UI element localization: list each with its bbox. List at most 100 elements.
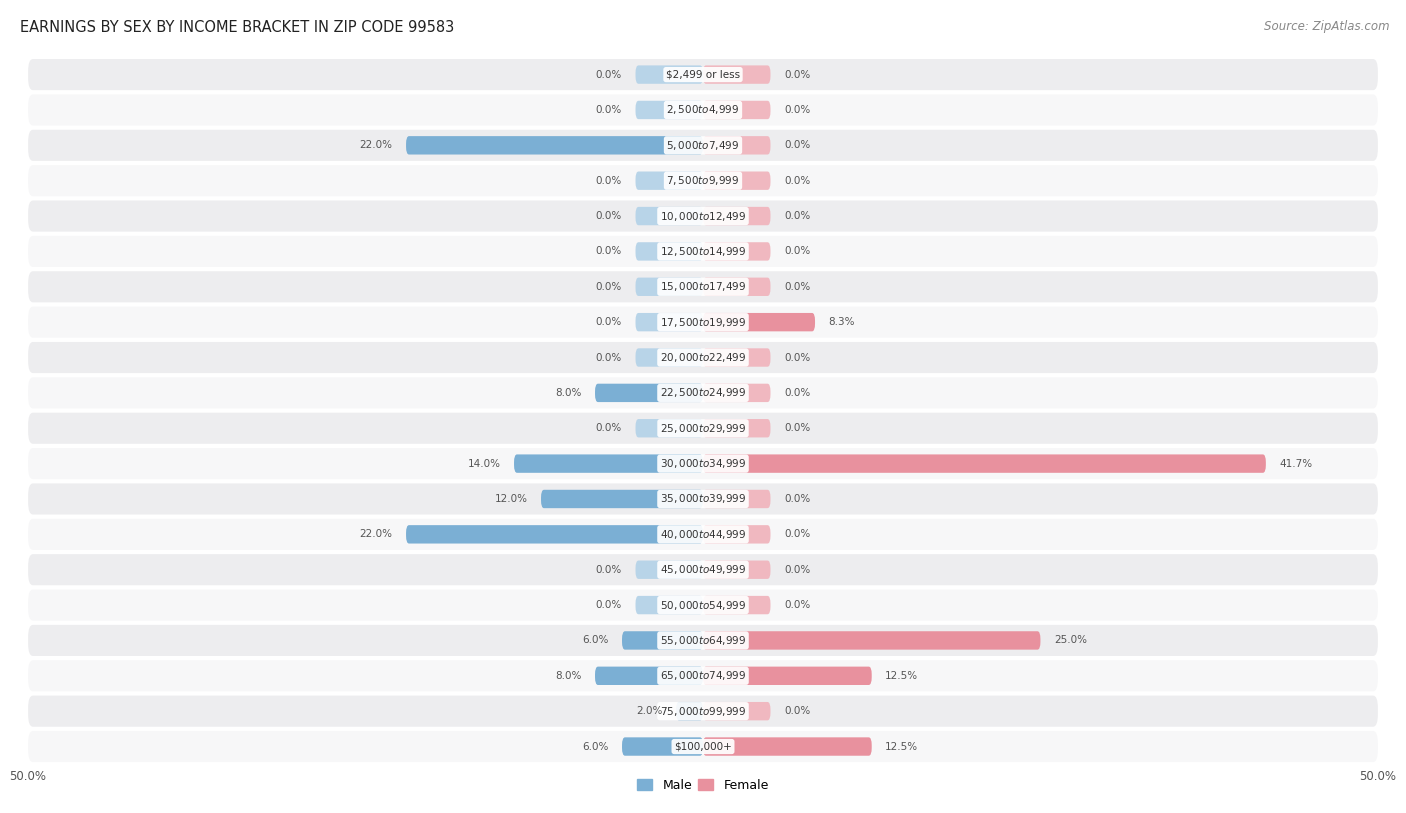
Text: 0.0%: 0.0% [785, 706, 810, 716]
Text: 8.3%: 8.3% [828, 317, 855, 327]
Text: 8.0%: 8.0% [555, 671, 582, 680]
FancyBboxPatch shape [28, 59, 1378, 90]
FancyBboxPatch shape [636, 313, 703, 332]
FancyBboxPatch shape [703, 65, 770, 84]
FancyBboxPatch shape [703, 348, 770, 367]
FancyBboxPatch shape [621, 737, 703, 756]
Text: $2,499 or less: $2,499 or less [666, 70, 740, 80]
Text: $45,000 to $49,999: $45,000 to $49,999 [659, 563, 747, 576]
FancyBboxPatch shape [703, 384, 770, 402]
FancyBboxPatch shape [28, 589, 1378, 620]
FancyBboxPatch shape [515, 454, 703, 473]
Text: $15,000 to $17,499: $15,000 to $17,499 [659, 280, 747, 293]
FancyBboxPatch shape [541, 489, 703, 508]
FancyBboxPatch shape [703, 207, 770, 225]
Text: Source: ZipAtlas.com: Source: ZipAtlas.com [1264, 20, 1389, 33]
FancyBboxPatch shape [28, 413, 1378, 444]
Text: $35,000 to $39,999: $35,000 to $39,999 [659, 493, 747, 506]
Text: 0.0%: 0.0% [596, 600, 621, 610]
Text: 25.0%: 25.0% [1054, 636, 1087, 646]
Text: 0.0%: 0.0% [785, 246, 810, 256]
Text: 0.0%: 0.0% [596, 246, 621, 256]
FancyBboxPatch shape [28, 660, 1378, 691]
FancyBboxPatch shape [406, 525, 703, 544]
FancyBboxPatch shape [28, 448, 1378, 479]
FancyBboxPatch shape [636, 277, 703, 296]
Text: $12,500 to $14,999: $12,500 to $14,999 [659, 245, 747, 258]
FancyBboxPatch shape [703, 313, 815, 332]
Text: 0.0%: 0.0% [596, 211, 621, 221]
Text: $5,000 to $7,499: $5,000 to $7,499 [666, 139, 740, 152]
FancyBboxPatch shape [636, 101, 703, 120]
Text: $30,000 to $34,999: $30,000 to $34,999 [659, 457, 747, 470]
Text: 0.0%: 0.0% [596, 565, 621, 575]
Text: $50,000 to $54,999: $50,000 to $54,999 [659, 598, 747, 611]
FancyBboxPatch shape [595, 384, 703, 402]
Text: 0.0%: 0.0% [785, 141, 810, 150]
Text: $7,500 to $9,999: $7,500 to $9,999 [666, 174, 740, 187]
FancyBboxPatch shape [28, 201, 1378, 232]
Text: 0.0%: 0.0% [785, 211, 810, 221]
FancyBboxPatch shape [703, 667, 872, 685]
FancyBboxPatch shape [676, 702, 703, 720]
FancyBboxPatch shape [703, 419, 770, 437]
Legend: Male, Female: Male, Female [633, 774, 773, 797]
FancyBboxPatch shape [703, 560, 770, 579]
Text: 0.0%: 0.0% [785, 565, 810, 575]
Text: 22.0%: 22.0% [360, 529, 392, 539]
FancyBboxPatch shape [28, 554, 1378, 585]
Text: 0.0%: 0.0% [785, 105, 810, 115]
Text: 2.0%: 2.0% [636, 706, 662, 716]
FancyBboxPatch shape [28, 625, 1378, 656]
FancyBboxPatch shape [636, 419, 703, 437]
Text: 0.0%: 0.0% [785, 282, 810, 292]
FancyBboxPatch shape [28, 484, 1378, 515]
Text: 12.5%: 12.5% [886, 741, 918, 751]
Text: 0.0%: 0.0% [596, 424, 621, 433]
FancyBboxPatch shape [28, 272, 1378, 302]
FancyBboxPatch shape [28, 307, 1378, 337]
Text: $2,500 to $4,999: $2,500 to $4,999 [666, 103, 740, 116]
Text: $65,000 to $74,999: $65,000 to $74,999 [659, 669, 747, 682]
FancyBboxPatch shape [28, 94, 1378, 125]
FancyBboxPatch shape [703, 631, 1040, 650]
FancyBboxPatch shape [28, 731, 1378, 762]
Text: 22.0%: 22.0% [360, 141, 392, 150]
FancyBboxPatch shape [28, 377, 1378, 408]
Text: $22,500 to $24,999: $22,500 to $24,999 [659, 386, 747, 399]
FancyBboxPatch shape [703, 525, 770, 544]
Text: 41.7%: 41.7% [1279, 459, 1312, 468]
Text: $75,000 to $99,999: $75,000 to $99,999 [659, 705, 747, 718]
Text: 6.0%: 6.0% [582, 636, 609, 646]
FancyBboxPatch shape [703, 489, 770, 508]
Text: 0.0%: 0.0% [785, 529, 810, 539]
FancyBboxPatch shape [703, 596, 770, 615]
FancyBboxPatch shape [703, 702, 770, 720]
FancyBboxPatch shape [636, 65, 703, 84]
Text: 0.0%: 0.0% [596, 353, 621, 363]
Text: 0.0%: 0.0% [596, 282, 621, 292]
FancyBboxPatch shape [703, 277, 770, 296]
FancyBboxPatch shape [28, 342, 1378, 373]
FancyBboxPatch shape [636, 207, 703, 225]
FancyBboxPatch shape [636, 348, 703, 367]
Text: $40,000 to $44,999: $40,000 to $44,999 [659, 528, 747, 541]
FancyBboxPatch shape [28, 696, 1378, 727]
FancyBboxPatch shape [28, 130, 1378, 161]
FancyBboxPatch shape [595, 667, 703, 685]
Text: $25,000 to $29,999: $25,000 to $29,999 [659, 422, 747, 435]
FancyBboxPatch shape [703, 242, 770, 261]
FancyBboxPatch shape [28, 236, 1378, 267]
FancyBboxPatch shape [621, 631, 703, 650]
FancyBboxPatch shape [703, 454, 1265, 473]
Text: $55,000 to $64,999: $55,000 to $64,999 [659, 634, 747, 647]
FancyBboxPatch shape [636, 596, 703, 615]
FancyBboxPatch shape [28, 519, 1378, 550]
Text: 0.0%: 0.0% [785, 353, 810, 363]
Text: 12.5%: 12.5% [886, 671, 918, 680]
Text: $17,500 to $19,999: $17,500 to $19,999 [659, 315, 747, 328]
Text: 14.0%: 14.0% [468, 459, 501, 468]
Text: $10,000 to $12,499: $10,000 to $12,499 [659, 210, 747, 223]
Text: 0.0%: 0.0% [785, 388, 810, 398]
FancyBboxPatch shape [28, 165, 1378, 196]
